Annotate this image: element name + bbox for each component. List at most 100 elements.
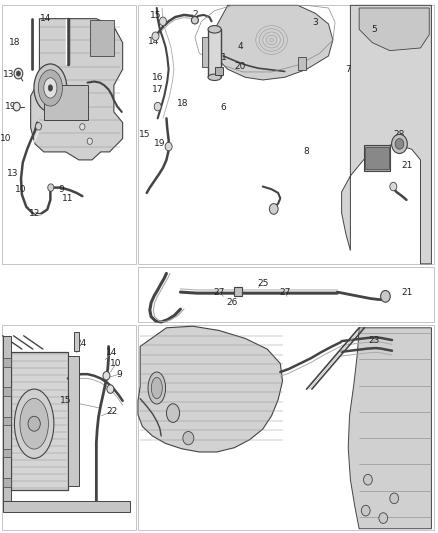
- FancyBboxPatch shape: [215, 67, 223, 75]
- Circle shape: [395, 139, 404, 149]
- FancyBboxPatch shape: [365, 147, 389, 169]
- Ellipse shape: [34, 64, 67, 112]
- FancyBboxPatch shape: [138, 5, 434, 264]
- Text: 15: 15: [139, 130, 150, 139]
- Circle shape: [103, 372, 110, 380]
- FancyBboxPatch shape: [74, 332, 79, 351]
- Text: 9: 9: [58, 185, 64, 193]
- Ellipse shape: [381, 290, 390, 302]
- Circle shape: [361, 505, 370, 516]
- Text: 24: 24: [75, 340, 87, 348]
- Circle shape: [392, 134, 407, 154]
- Circle shape: [107, 385, 114, 393]
- Text: 23: 23: [369, 336, 380, 344]
- Text: 6: 6: [220, 103, 226, 112]
- Ellipse shape: [183, 432, 194, 445]
- FancyBboxPatch shape: [44, 85, 88, 120]
- Text: 8: 8: [304, 148, 310, 156]
- Circle shape: [269, 204, 278, 214]
- Circle shape: [159, 17, 166, 26]
- Circle shape: [154, 102, 161, 111]
- Text: 21: 21: [402, 161, 413, 169]
- Text: 21: 21: [402, 288, 413, 296]
- Text: 13: 13: [7, 169, 19, 177]
- FancyBboxPatch shape: [3, 449, 11, 457]
- Text: 27: 27: [279, 288, 290, 296]
- FancyBboxPatch shape: [3, 478, 11, 487]
- FancyBboxPatch shape: [202, 37, 208, 67]
- Text: 26: 26: [226, 298, 238, 307]
- FancyBboxPatch shape: [208, 29, 221, 77]
- Polygon shape: [31, 19, 123, 160]
- Text: 28: 28: [393, 130, 404, 139]
- Text: 10: 10: [0, 134, 11, 143]
- Circle shape: [48, 184, 54, 191]
- FancyBboxPatch shape: [11, 352, 68, 490]
- Ellipse shape: [208, 74, 221, 80]
- Text: 18: 18: [9, 38, 20, 47]
- Text: 27: 27: [213, 288, 225, 296]
- Ellipse shape: [28, 416, 40, 431]
- Circle shape: [13, 102, 20, 111]
- Text: 17: 17: [152, 85, 163, 94]
- Ellipse shape: [148, 372, 166, 404]
- FancyBboxPatch shape: [2, 5, 136, 264]
- Text: 16: 16: [152, 73, 163, 82]
- Ellipse shape: [208, 26, 221, 33]
- Text: 11: 11: [62, 195, 74, 203]
- Ellipse shape: [14, 389, 54, 458]
- FancyBboxPatch shape: [3, 336, 11, 501]
- Text: 22: 22: [106, 407, 117, 416]
- Circle shape: [390, 182, 397, 191]
- FancyBboxPatch shape: [138, 266, 434, 322]
- Polygon shape: [342, 5, 431, 264]
- Circle shape: [152, 32, 159, 41]
- Circle shape: [80, 124, 85, 130]
- FancyBboxPatch shape: [90, 20, 114, 56]
- Circle shape: [35, 123, 42, 130]
- Ellipse shape: [44, 78, 57, 98]
- Ellipse shape: [39, 70, 63, 106]
- Circle shape: [379, 513, 388, 523]
- Text: 14: 14: [148, 37, 159, 46]
- Text: 14: 14: [40, 14, 52, 23]
- Text: 14: 14: [106, 349, 117, 357]
- Ellipse shape: [48, 85, 53, 91]
- Text: 2: 2: [192, 11, 198, 19]
- Polygon shape: [138, 326, 283, 452]
- Ellipse shape: [20, 399, 48, 449]
- Circle shape: [165, 142, 172, 151]
- Text: 5: 5: [371, 25, 378, 34]
- Text: 3: 3: [312, 18, 318, 27]
- Ellipse shape: [166, 404, 180, 422]
- Text: 25: 25: [257, 279, 268, 288]
- FancyBboxPatch shape: [138, 325, 434, 530]
- Text: 18: 18: [177, 100, 189, 108]
- Polygon shape: [348, 328, 431, 529]
- Text: 4: 4: [237, 43, 243, 51]
- Text: 20: 20: [234, 62, 246, 71]
- FancyBboxPatch shape: [364, 145, 390, 171]
- Circle shape: [87, 138, 92, 144]
- Text: 19: 19: [5, 102, 17, 111]
- Text: 1: 1: [220, 53, 226, 62]
- Ellipse shape: [152, 377, 162, 399]
- Text: 12: 12: [29, 209, 41, 217]
- FancyBboxPatch shape: [2, 325, 136, 530]
- Text: 10: 10: [110, 359, 122, 368]
- FancyBboxPatch shape: [298, 57, 306, 70]
- FancyBboxPatch shape: [3, 501, 130, 512]
- Text: 15: 15: [60, 397, 71, 405]
- Text: 9: 9: [116, 370, 122, 378]
- Text: 19: 19: [154, 140, 166, 148]
- FancyBboxPatch shape: [3, 387, 11, 396]
- Polygon shape: [359, 8, 429, 51]
- Text: 10: 10: [15, 185, 27, 193]
- Text: 13: 13: [3, 70, 14, 79]
- Circle shape: [16, 71, 21, 76]
- Circle shape: [364, 474, 372, 485]
- Polygon shape: [210, 5, 333, 80]
- FancyBboxPatch shape: [234, 287, 242, 296]
- FancyBboxPatch shape: [68, 356, 79, 486]
- Circle shape: [14, 68, 23, 79]
